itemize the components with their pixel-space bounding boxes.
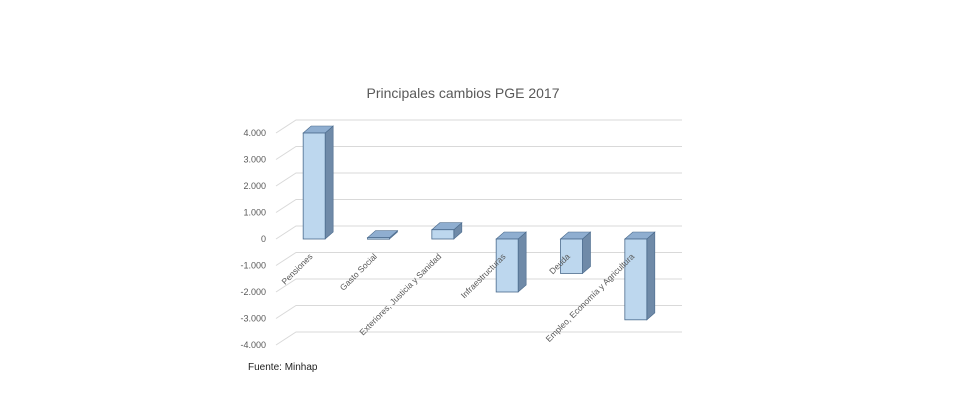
y-tick-label: 1.000 — [243, 208, 266, 218]
bar-front — [624, 238, 648, 321]
y-tick-label: -2.000 — [240, 287, 266, 297]
gridline — [275, 225, 682, 240]
y-tick-label: 0 — [261, 234, 266, 244]
bar — [431, 222, 463, 240]
gridline — [275, 199, 682, 213]
bar-top — [366, 230, 399, 238]
bar-side — [517, 231, 527, 293]
gridline — [275, 119, 682, 134]
x-tick-label: Pensiones — [279, 251, 314, 286]
bar-front — [560, 238, 583, 274]
y-tick-label: 4.000 — [243, 128, 266, 138]
bars — [302, 125, 656, 321]
bar — [366, 230, 399, 240]
gridline — [275, 305, 682, 319]
bar — [302, 125, 334, 240]
y-tick-label: 2.000 — [243, 181, 266, 191]
y-tick-label: -1.000 — [240, 261, 266, 271]
bar — [624, 231, 656, 321]
bar-side — [646, 231, 656, 321]
bar-front — [431, 229, 455, 240]
bar — [495, 231, 527, 293]
y-tick-label: -4.000 — [240, 340, 266, 350]
bar — [559, 231, 592, 275]
y-axis-ticks: -4.000 -3.000 -2.000 -1.000 0 1.000 2.000 3.000… — [240, 128, 266, 350]
gridline — [275, 331, 682, 346]
gridlines — [275, 119, 682, 346]
bar-side — [324, 125, 334, 240]
bar-front — [367, 237, 390, 240]
x-tick-label: Gasto Social — [338, 251, 379, 292]
gridline — [275, 172, 682, 187]
bar-front — [495, 238, 519, 293]
y-tick-label: -3.000 — [240, 314, 266, 324]
y-tick-label: 3.000 — [243, 155, 266, 165]
source-note: Fuente: Minhap — [248, 362, 318, 373]
gridline — [275, 278, 682, 293]
gridline — [275, 252, 682, 266]
gridline — [275, 146, 682, 160]
bar-front — [302, 132, 326, 240]
chart-title: Principales cambios PGE 2017 — [367, 85, 560, 101]
